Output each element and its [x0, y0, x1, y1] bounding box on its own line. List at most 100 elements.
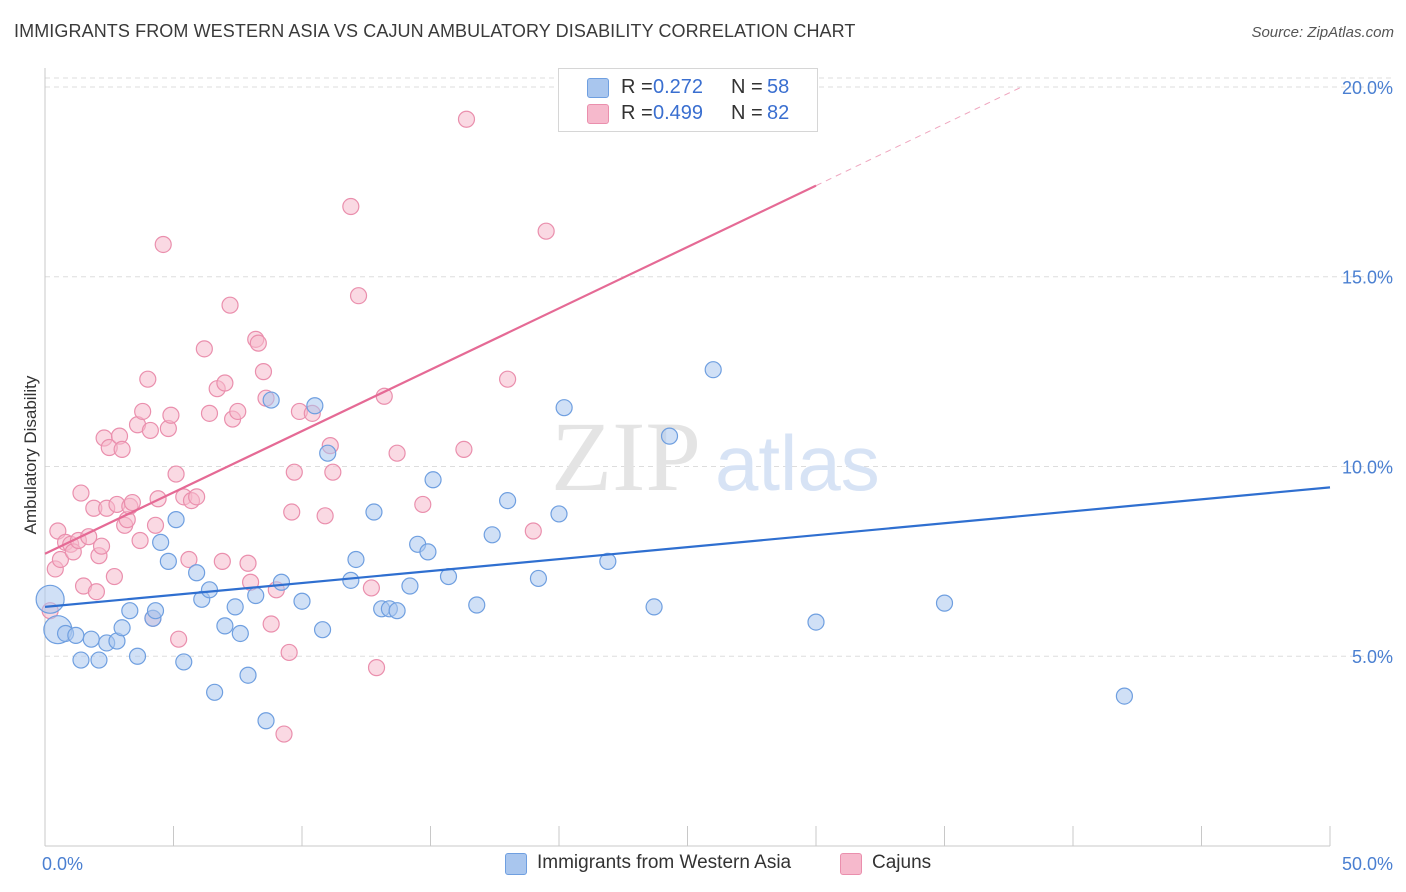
western-asia-point [175, 653, 193, 671]
cajuns-point [221, 296, 239, 314]
cajuns-point [367, 659, 386, 677]
western-asia-point [313, 621, 332, 639]
western-asia-point [121, 602, 139, 620]
western-asia-point [704, 361, 722, 379]
legend-swatch-blue [587, 78, 609, 98]
cajuns-point [216, 374, 234, 392]
cajuns-point [254, 363, 273, 381]
x-tick-label: 50.0% [1342, 854, 1393, 874]
axes [44, 68, 1331, 847]
cajuns-point [388, 444, 406, 462]
western-asia-points [35, 361, 1134, 730]
cajuns-point [457, 110, 476, 128]
cajuns-points [41, 110, 555, 743]
western-asia-point [35, 584, 65, 614]
cajuns-point [195, 340, 213, 358]
western-asia-point [82, 630, 100, 648]
y-tick-label: 10.0% [1342, 457, 1393, 477]
cajuns-point [131, 531, 149, 550]
western-asia-point [200, 581, 219, 599]
cajuns-trend-line [44, 184, 817, 555]
western-asia-point [90, 651, 108, 669]
cajuns-point [180, 550, 198, 569]
western-asia-point [424, 471, 442, 489]
western-asia-point [550, 505, 568, 523]
western-asia-point [293, 592, 311, 610]
y-axis-label: Ambulatory Disability [21, 375, 40, 534]
legend-swatch-pink [587, 104, 609, 124]
western-asia-point [529, 569, 548, 588]
bottom-legend-swatch-pink [840, 853, 862, 875]
cajuns-point [239, 554, 257, 572]
legend-n-label: N = [731, 76, 763, 98]
cajuns-point [262, 615, 280, 633]
western-asia-point [113, 619, 131, 637]
western-asia-point [262, 391, 280, 409]
western-asia-point [231, 624, 249, 643]
cajuns-point [146, 516, 165, 534]
western-asia-point [319, 444, 337, 462]
legend-n-label: N = [731, 102, 763, 124]
x-tick-labels: 0.0% 50.0% [42, 854, 1393, 874]
y-tick-label: 5.0% [1352, 647, 1393, 667]
western-asia-point [239, 666, 257, 684]
western-asia-point [388, 602, 406, 620]
western-asia-point [599, 552, 617, 570]
cajuns-point [123, 493, 141, 512]
cajuns-point [342, 197, 360, 216]
western-asia-point [483, 526, 501, 544]
cajuns-point [113, 440, 131, 459]
x-tick-label: 0.0% [42, 854, 83, 874]
western-asia-point [159, 552, 177, 570]
cajuns-point [537, 222, 555, 240]
chart-title: IMMIGRANTS FROM WESTERN ASIA VS CAJUN AM… [14, 21, 856, 41]
legend-n-value: 82 [767, 102, 790, 124]
legend-r-value: 0.272 [653, 76, 704, 98]
correlation-legend: R = 0.272 N = 58 R = 0.499 N = 82 [558, 68, 818, 132]
cajuns-point [285, 463, 303, 481]
cajuns-point [92, 537, 111, 555]
cajuns-point [51, 550, 70, 569]
legend-r-label: R = [621, 102, 653, 124]
cajuns-point [275, 725, 293, 743]
western-asia-point [67, 626, 85, 644]
western-asia-point [306, 397, 324, 415]
cajuns-point [141, 421, 159, 440]
cajuns-point [105, 567, 123, 586]
legend-n-value: 58 [767, 76, 790, 98]
cajuns-point [316, 507, 334, 525]
cajuns-point [499, 370, 517, 388]
cajuns-point [414, 495, 432, 514]
western-asia-point [935, 594, 954, 612]
cajuns-point [249, 334, 267, 352]
western-asia-trend-line [44, 486, 1331, 609]
cajuns-point [188, 488, 206, 506]
western-asia-point [645, 598, 663, 616]
western-asia-point [342, 571, 360, 589]
y-tick-label: 15.0% [1342, 268, 1393, 288]
cajuns-point [139, 370, 157, 388]
cajuns-point [162, 406, 180, 424]
western-asia-point [555, 399, 573, 417]
western-asia-point [660, 427, 679, 445]
trend-lines [44, 86, 1331, 609]
cajuns-point [170, 630, 188, 648]
western-asia-point [807, 613, 825, 631]
western-asia-point [226, 598, 244, 616]
western-asia-point [365, 503, 383, 521]
cajuns-point [283, 503, 301, 521]
bottom-legend-swatch-blue [505, 853, 527, 875]
western-asia-point [152, 533, 170, 551]
cajuns-point [154, 235, 172, 254]
bottom-legend-label: Cajuns [872, 852, 932, 873]
cajuns-point [213, 552, 231, 570]
western-asia-point [468, 596, 486, 614]
cajuns-point [167, 465, 185, 483]
cajuns-point [200, 404, 219, 422]
western-asia-point [188, 564, 206, 582]
y-tick-label: 20.0% [1342, 78, 1393, 98]
cajuns-point [72, 484, 90, 502]
western-asia-point [401, 577, 419, 595]
western-asia-point [167, 511, 185, 529]
cajuns-point [229, 402, 247, 421]
